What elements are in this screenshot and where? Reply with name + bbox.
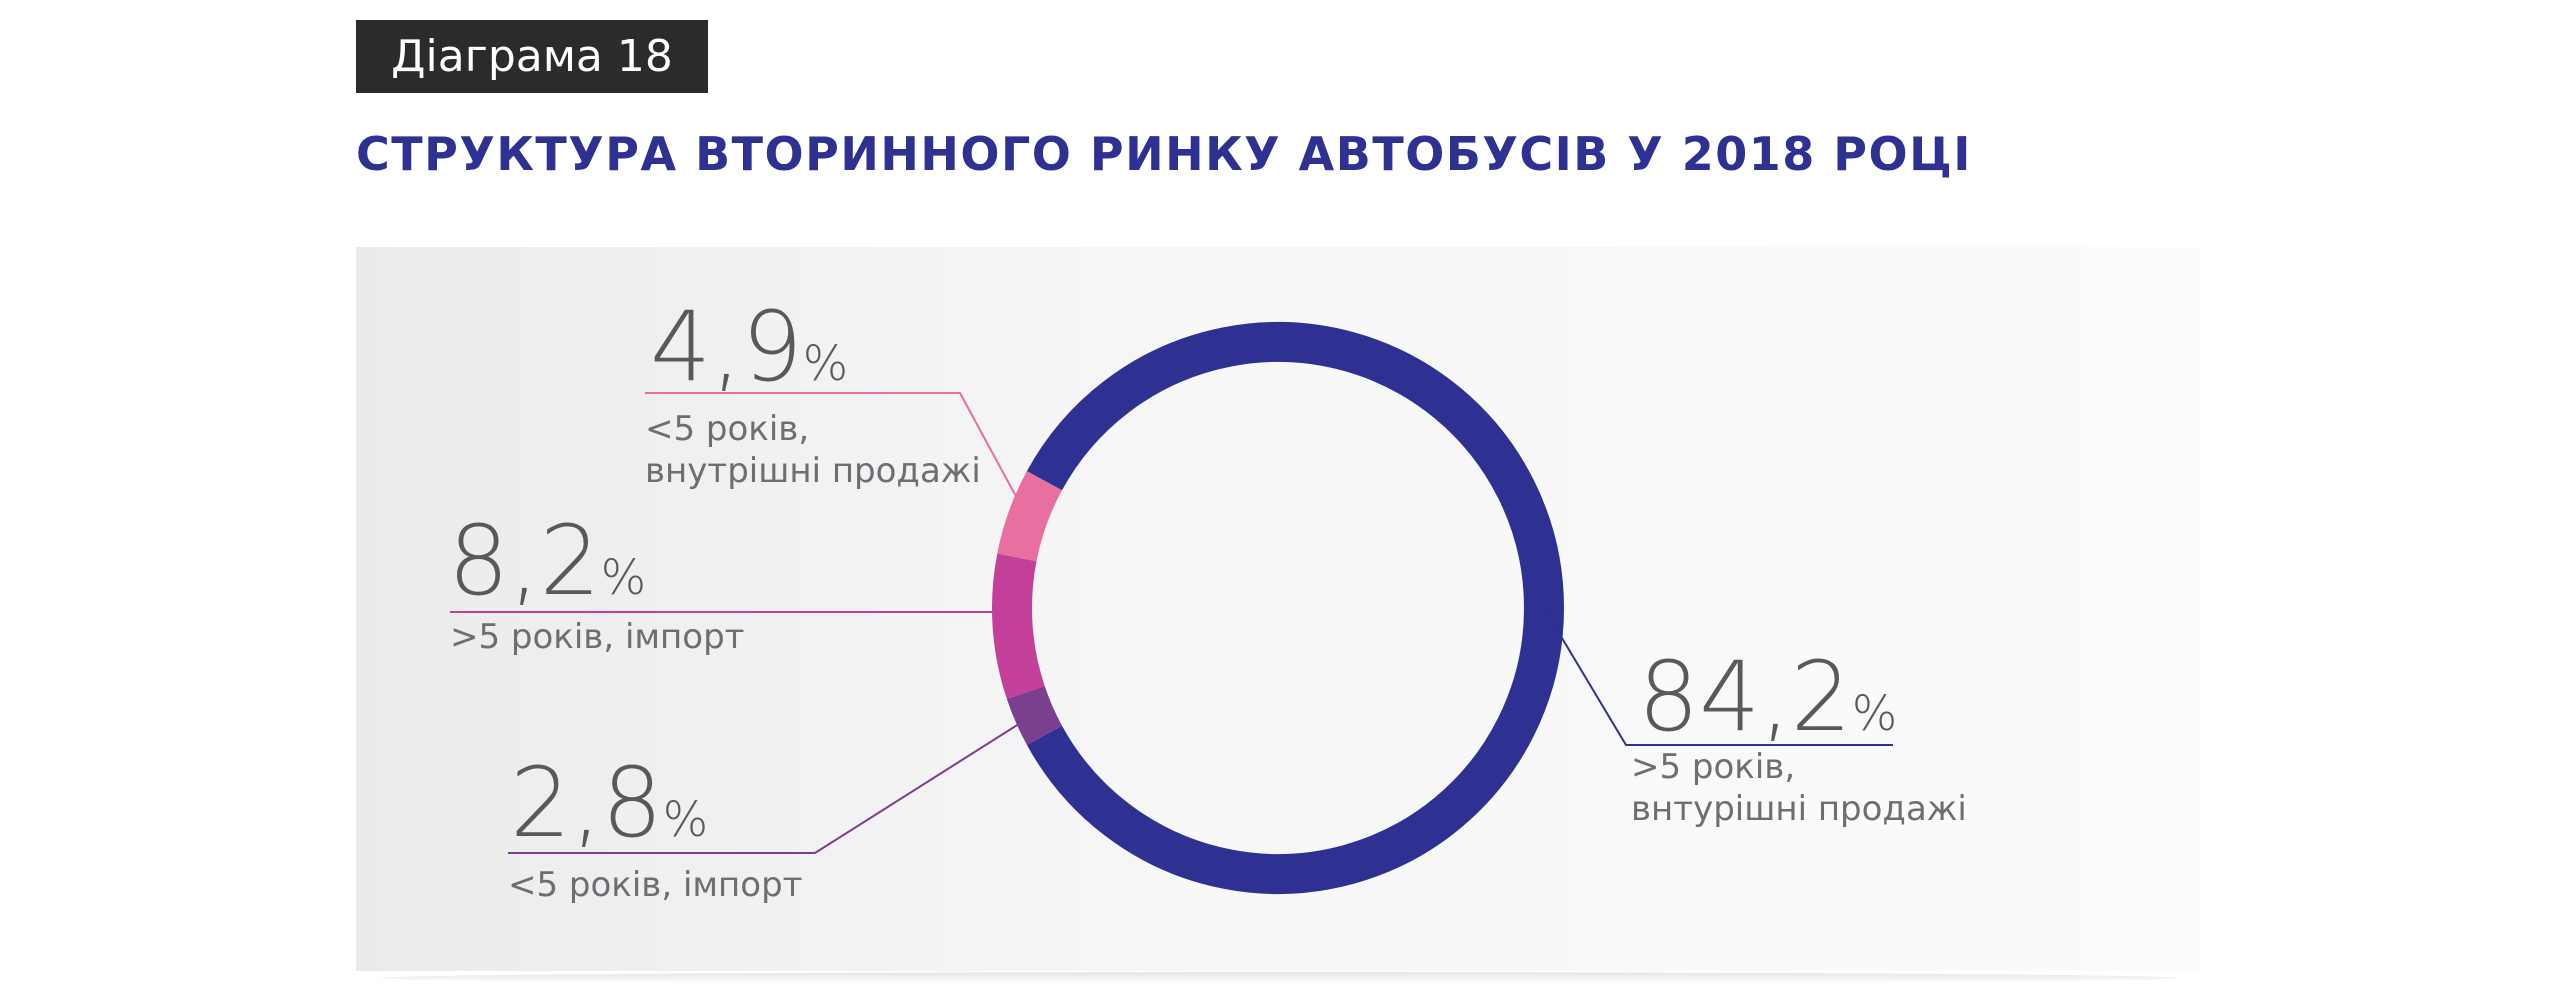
diagram-number-badge: Діаграма 18: [356, 20, 708, 93]
slice-label-0-line-0: >5 років,: [1631, 747, 1795, 787]
slice-label-3-line-1: внутрішні продажі: [645, 451, 981, 491]
donut-slice-1: [1006, 685, 1063, 745]
donut-slice-3: [997, 471, 1063, 562]
leader-line-1: [508, 713, 1035, 854]
slice-value-1: 2,8%: [510, 747, 708, 859]
donut-slices: [992, 322, 1564, 894]
slice-label-3-line-0: <5 років,: [645, 409, 809, 449]
chart-title: СТРУКТУРА ВТОРИННОГО РИНКУ АВТОБУСІВ У 2…: [356, 127, 1972, 181]
slice-label-0: 84,2% >5 років, внтурішні продажі: [1631, 641, 1967, 829]
slice-label-1: 2,8% <5 років, імпорт: [508, 747, 802, 905]
leader-lines: [450, 392, 1893, 854]
leader-line-0: [1543, 607, 1893, 746]
chart-panel: [356, 247, 2200, 971]
slice-label-3: 4,9% <5 років, внутрішні продажі: [645, 291, 981, 491]
slice-value-0: 84,2%: [1638, 641, 1897, 753]
donut-slice-2: [992, 553, 1045, 699]
leader-line-3: [645, 392, 1029, 519]
slice-label-0-line-1: внтурішні продажі: [1631, 789, 1967, 829]
slice-label-1-line-0: <5 років, імпорт: [508, 865, 802, 905]
slice-label-2-line-0: >5 років, імпорт: [450, 617, 744, 657]
donut-slice-0: [1026, 322, 1564, 894]
slice-label-2: 8,2% >5 років, імпорт: [448, 505, 744, 657]
slice-value-2: 8,2%: [448, 505, 646, 617]
slice-value-3: 4,9%: [650, 291, 848, 403]
panel-shadow: [380, 972, 2180, 984]
